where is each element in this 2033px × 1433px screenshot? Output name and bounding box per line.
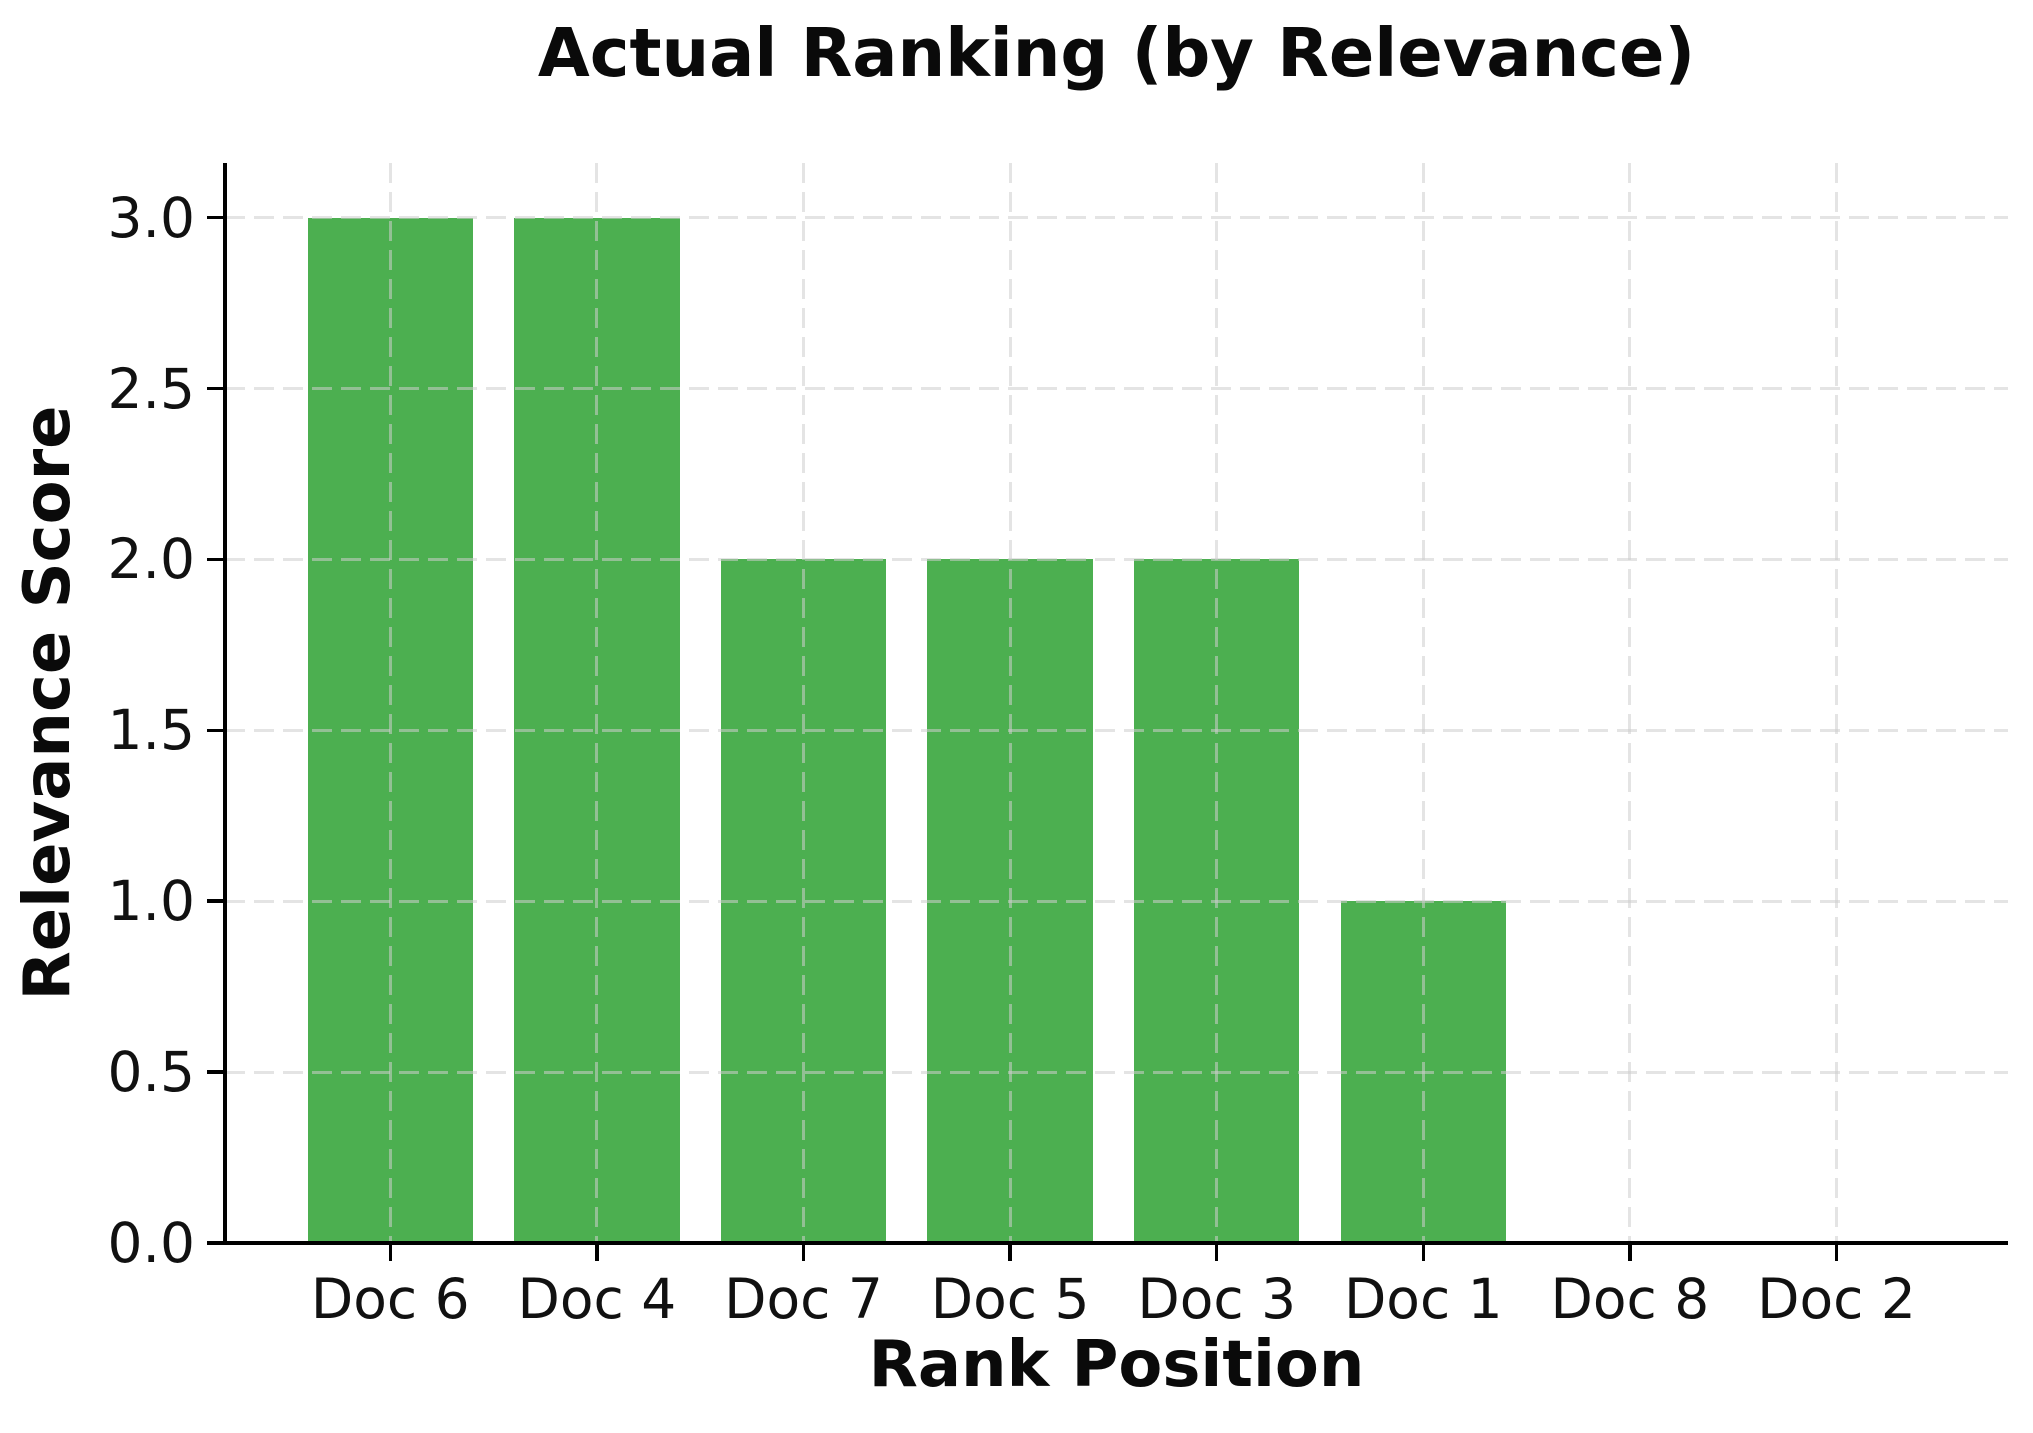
y-tick-mark [207, 728, 224, 733]
y-axis-label: Relevance Score [11, 405, 85, 1001]
grid-layer [225, 163, 2008, 1243]
x-tick-mark [1834, 1244, 1839, 1261]
x-tick-mark [1214, 1244, 1219, 1261]
x-tick-label: Doc 1 [1343, 1267, 1503, 1331]
y-tick-label: 2.0 [107, 527, 195, 592]
y-tick-label: 1.5 [107, 698, 195, 763]
x-tick-mark [801, 1244, 806, 1261]
x-axis-spine [223, 1241, 2008, 1245]
x-tick-mark [1421, 1244, 1426, 1261]
y-tick-mark [207, 899, 224, 903]
x-tick-label: Doc 7 [724, 1267, 883, 1331]
y-tick-label: 0.0 [107, 1210, 195, 1275]
y-axis-spine [223, 163, 227, 1245]
x-tick-label: Doc 3 [1137, 1267, 1297, 1331]
x-tick-label: Doc 8 [1550, 1267, 1710, 1331]
y-tick-label: 2.5 [107, 356, 195, 421]
gridline-vertical [388, 163, 392, 1243]
gridline-horizontal [225, 387, 2008, 391]
gridline-vertical [1421, 163, 1425, 1243]
y-tick-mark [207, 1070, 224, 1074]
y-tick-label: 3.0 [107, 185, 195, 250]
gridline-horizontal [225, 216, 2008, 220]
gridline-horizontal [225, 557, 2008, 561]
axis-ticks-layer: Doc 6 Doc 4 Doc 7 Doc 5 Doc 3 Doc 1 Doc 8 Doc 2… [108, 163, 2008, 1329]
x-tick-mark [595, 1244, 599, 1261]
y-tick-label: 0.5 [107, 1039, 195, 1104]
gridline-vertical [595, 163, 599, 1243]
gridline-vertical [1008, 163, 1012, 1243]
gridline-vertical [1215, 163, 1219, 1243]
gridline-horizontal [225, 1070, 2008, 1074]
x-tick-label: Doc 2 [1757, 1267, 1916, 1331]
x-tick-label: Doc 5 [930, 1267, 1090, 1331]
gridline-vertical [801, 163, 805, 1243]
gridline-horizontal [225, 728, 2008, 732]
gridline-vertical [1628, 163, 1632, 1243]
y-tick-label: 1.0 [107, 868, 195, 933]
x-tick-mark [1628, 1244, 1632, 1261]
y-tick-mark [207, 386, 224, 391]
x-tick-label: Doc 6 [310, 1267, 470, 1331]
y-tick-mark [207, 215, 224, 220]
gridline-horizontal [225, 899, 2008, 903]
gridline-vertical [1835, 163, 1839, 1243]
x-tick-mark [388, 1244, 393, 1261]
plot-area: Doc 6 Doc 4 Doc 7 Doc 5 Doc 3 Doc 1 Doc 8 Doc 2… [108, 163, 2008, 1329]
chart-title: Actual Ranking (by Relevance) [537, 14, 1696, 92]
x-tick-label: Doc 4 [517, 1267, 677, 1331]
x-axis-label: Rank Position [868, 1328, 1365, 1402]
x-tick-mark [1008, 1244, 1012, 1261]
y-tick-mark [207, 557, 224, 562]
y-tick-mark [207, 1241, 224, 1245]
